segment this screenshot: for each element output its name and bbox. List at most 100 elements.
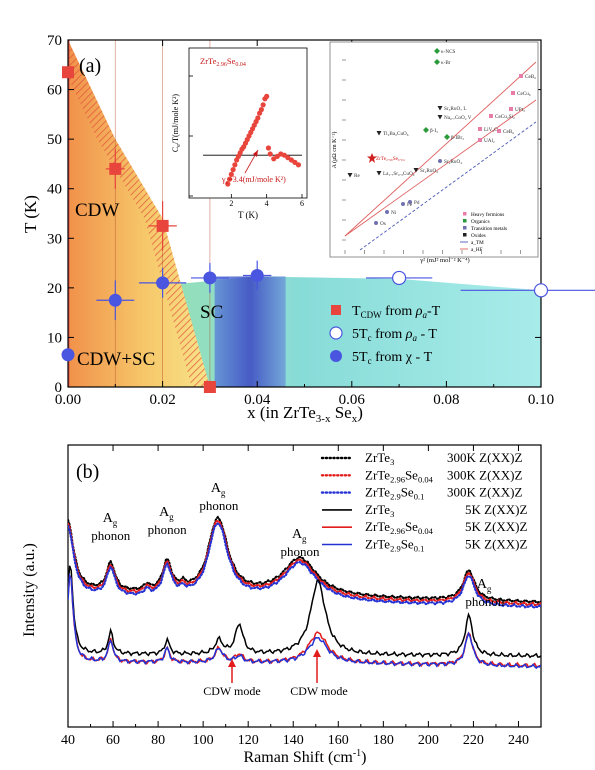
phonon-label-word: phonon bbox=[465, 594, 505, 609]
inset-specific-heat: ZrTe2.96Se0.04 Ce/T(mJ/mole K²) T (K) 2 4… bbox=[171, 47, 308, 220]
kw-legend-marker bbox=[463, 212, 467, 216]
x-tick-label: 0.08 bbox=[433, 392, 459, 408]
raman-legend-label: ZrTe3 bbox=[365, 502, 394, 519]
raman-x-tick-label: 100 bbox=[193, 733, 214, 748]
kw-point-transition-metal bbox=[401, 202, 405, 206]
raman-legend-label: ZrTe2.96Se0.04 bbox=[365, 467, 434, 484]
specific-heat-point bbox=[267, 151, 273, 157]
kw-point-label: κ-Br bbox=[441, 60, 451, 66]
kw-point-label: β-I₃ bbox=[430, 128, 438, 134]
raman-series-line bbox=[68, 565, 541, 659]
kw-point-organic bbox=[423, 127, 429, 133]
raman-legend-condition: 5K Z(XX)Z bbox=[465, 502, 528, 517]
raman-legend-label: ZrTe2.9Se0.1 bbox=[365, 485, 424, 502]
specific-heat-point bbox=[226, 176, 233, 182]
kw-legend-label: Oxides bbox=[471, 233, 486, 239]
tc-rho-point bbox=[533, 283, 549, 298]
inset-left-x-tick-label: 2 bbox=[229, 199, 233, 208]
phonon-label-word: phonon bbox=[148, 522, 188, 537]
kw-point-label: Fe bbox=[407, 202, 413, 208]
panel-a-markers bbox=[61, 66, 595, 393]
kw-point-heavy-fermion bbox=[511, 91, 515, 95]
kw-point-label: CeB₆ bbox=[503, 129, 514, 135]
cdw-hatched-edge bbox=[68, 40, 210, 387]
raman-legend-condition: 5K Z(XX)Z bbox=[465, 519, 528, 534]
legend-tcdw-marker bbox=[331, 305, 341, 315]
specific-heat-point bbox=[258, 107, 264, 113]
kw-point-label: Os bbox=[380, 221, 386, 227]
panel-b-x-axis-label: Raman Shift (cm-1) bbox=[244, 748, 367, 766]
kw-legend-label: Organics bbox=[471, 219, 490, 225]
raman-x-tick-label: 220 bbox=[463, 733, 484, 748]
raman-x-tick-label: 240 bbox=[508, 733, 529, 748]
cdw-mode-label-2: CDW mode bbox=[290, 684, 347, 698]
phonon-label-sub: g bbox=[113, 518, 118, 528]
kw-point-heavy-fermion bbox=[478, 127, 482, 131]
y-tick-label: 10 bbox=[47, 330, 62, 346]
kw-point-label: Sr₂RuO₄ bbox=[420, 168, 438, 174]
phonon-label-a: A bbox=[211, 481, 222, 496]
raman-x-tick-label: 200 bbox=[418, 733, 439, 748]
kw-legend-marker bbox=[463, 219, 467, 223]
sc-dark-band bbox=[214, 276, 286, 387]
kw-point-label: β-IBr₂ bbox=[451, 135, 464, 141]
kw-point-label: Pd bbox=[414, 200, 420, 206]
kw-legend-marker bbox=[463, 233, 467, 237]
y-tick-label: 60 bbox=[47, 83, 62, 99]
kw-point-zrte3se bbox=[367, 153, 377, 163]
specific-heat-point bbox=[264, 93, 270, 99]
raman-legend-condition: 300K Z(XX)Z bbox=[447, 467, 523, 482]
tcdw-point bbox=[203, 381, 216, 393]
kw-point-label: Sr₃RuO₇ L bbox=[444, 106, 467, 112]
panel-b-y-axis-label: Intensity (a.u.) bbox=[21, 543, 38, 637]
tc-chi-point bbox=[61, 348, 75, 362]
kw-point-label: κ-NCS bbox=[441, 49, 456, 55]
inset-right-x-label: γ² (mJ² mol⁻² K⁻⁴) bbox=[419, 257, 469, 264]
phonon-label-a: A bbox=[292, 527, 303, 542]
phonon-label-word: phonon bbox=[199, 498, 239, 513]
x-tick-label: 0.10 bbox=[528, 392, 554, 408]
y-tick-label: 50 bbox=[47, 132, 62, 148]
tc-chi-point bbox=[156, 276, 170, 290]
kw-point-label: Re bbox=[354, 173, 360, 179]
raman-x-tick-label: 180 bbox=[373, 733, 394, 748]
kw-point-label: Ni bbox=[391, 210, 397, 216]
phonon-label-sub: g bbox=[169, 512, 174, 522]
kw-point-oxide bbox=[347, 173, 353, 178]
panel-b-legend: ZrTe3 300K Z(XX)Z ZrTe2.96Se0.04 300K Z(XX)… bbox=[320, 450, 528, 554]
kw-point-label: CeCu₆ bbox=[517, 91, 531, 97]
kw-point-organic bbox=[434, 59, 440, 65]
panel-a-axes: 0.00 0.02 0.04 0.06 0.08 0.10 0 10 20 30 40 50 60 70 bbox=[47, 33, 554, 408]
kw-point-oxide bbox=[437, 106, 443, 111]
kw-point-transition-metal bbox=[374, 221, 378, 225]
tc-chi-point bbox=[203, 271, 217, 285]
cdw-mode-arrowhead-1 bbox=[228, 659, 236, 667]
kw-legend-label: Transition metals bbox=[471, 226, 507, 232]
kw-point-heavy-fermion bbox=[497, 129, 501, 133]
phonon-label-a: A bbox=[477, 577, 488, 592]
kw-point-label: LiV₂O₄ bbox=[484, 127, 500, 133]
kw-point-organic bbox=[444, 134, 450, 140]
kw-point-oxide bbox=[437, 115, 443, 120]
phonon-label-sub: g bbox=[487, 584, 492, 594]
raman-x-tick-label: 40 bbox=[61, 733, 75, 748]
kw-legend-label: Heavy fermions bbox=[471, 211, 504, 218]
kw-legend-marker bbox=[463, 226, 467, 230]
raman-series-line bbox=[68, 522, 541, 609]
legend-tcdw-label: TCDW from ρa-T bbox=[352, 304, 441, 320]
kw-point-heavy-fermion bbox=[489, 114, 493, 118]
kw-point-label: Sr₂RuO₄ bbox=[444, 159, 462, 165]
kw-point-oxide bbox=[376, 171, 382, 176]
raman-x-tick-label: 120 bbox=[238, 733, 259, 748]
legend-chi-tc-label: 5Tc from χ - T bbox=[352, 350, 433, 366]
kw-point-transition-metal bbox=[438, 159, 442, 163]
kw-point-organic bbox=[434, 48, 440, 54]
cdw-region-label: CDW bbox=[75, 200, 119, 221]
inset-left-gamma-annotation: γe=3.4(mJ/mole K²) bbox=[221, 175, 286, 186]
y-tick-label: 40 bbox=[47, 182, 62, 198]
inset-left-points bbox=[225, 93, 302, 187]
raman-legend-label: ZrTe2.96Se0.04 bbox=[365, 519, 434, 536]
